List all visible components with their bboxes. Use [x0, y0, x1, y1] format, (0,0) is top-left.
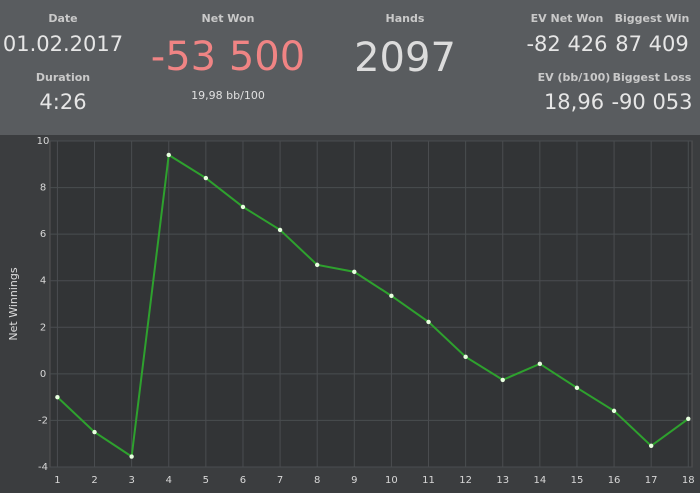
data-point [352, 269, 357, 275]
data-point [389, 293, 394, 299]
stats-panel [0, 0, 700, 135]
data-point [314, 262, 320, 268]
x-tick-label: 14 [533, 475, 546, 486]
y-axis-label: Net Winnings [7, 267, 20, 340]
x-tick-label: 11 [422, 475, 435, 486]
x-tick-label: 17 [645, 475, 658, 486]
stat-value: 4:26 [39, 90, 86, 114]
stat-label: Hands [386, 12, 425, 25]
x-tick-label: 16 [608, 475, 621, 486]
x-tick-label: 4 [166, 475, 172, 486]
stat-value: -90 053 [611, 90, 692, 114]
data-point [129, 454, 134, 459]
data-point [574, 385, 580, 391]
stat-value: 87 409 [615, 32, 688, 56]
data-point [686, 416, 691, 421]
stat-label: Biggest Win [615, 12, 690, 25]
data-point [500, 377, 505, 383]
data-point [55, 394, 60, 400]
x-tick-label: 8 [314, 475, 320, 486]
x-tick-label: 2 [91, 475, 97, 486]
y-tick-label: -4 [38, 462, 48, 473]
x-tick-label: 9 [351, 475, 357, 486]
y-tick-label: 6 [40, 229, 46, 240]
data-point [648, 443, 654, 449]
data-point [203, 175, 209, 181]
x-tick-label: 13 [496, 475, 509, 486]
data-point [166, 152, 171, 158]
data-point [463, 354, 468, 360]
stat-label: Date [48, 12, 77, 25]
stat-value: -82 426 [526, 32, 607, 56]
x-tick-label: 10 [385, 475, 398, 486]
stat-label: Net Won [202, 12, 255, 25]
y-tick-label: 8 [40, 183, 46, 194]
x-tick-label: 18 [682, 475, 695, 486]
data-point [277, 227, 283, 233]
x-tick-label: 15 [571, 475, 584, 486]
x-tick-label: 1 [54, 475, 60, 486]
stat-value: 01.02.2017 [3, 32, 123, 56]
x-tick-label: 6 [240, 475, 246, 486]
data-point [537, 361, 543, 367]
stat-label: EV Net Won [531, 12, 604, 25]
data-point [240, 204, 246, 210]
x-tick-label: 7 [277, 475, 283, 486]
y-tick-label: 4 [40, 276, 46, 287]
y-tick-label: 10 [37, 136, 50, 147]
stat-sub: 19,98 bb/100 [191, 89, 265, 102]
data-point [92, 429, 97, 435]
x-tick-label: 12 [459, 475, 472, 486]
stat-label: Biggest Loss [613, 71, 692, 84]
data-point [426, 319, 431, 325]
series-line [56, 153, 689, 459]
y-tick-label: 0 [40, 369, 46, 380]
x-tick-label: 3 [128, 475, 134, 486]
y-tick-label: 2 [40, 322, 46, 333]
stat-value: 18,96 [544, 90, 604, 114]
stat-value: 2097 [354, 35, 456, 81]
data-point [611, 408, 617, 414]
stat-value: -53 500 [151, 34, 305, 80]
plot-area [49, 140, 693, 468]
stat-label: EV (bb/100) [538, 71, 611, 84]
y-tick-label: -2 [38, 415, 48, 426]
x-tick-label: 5 [203, 475, 209, 486]
stat-label: Duration [36, 71, 90, 84]
